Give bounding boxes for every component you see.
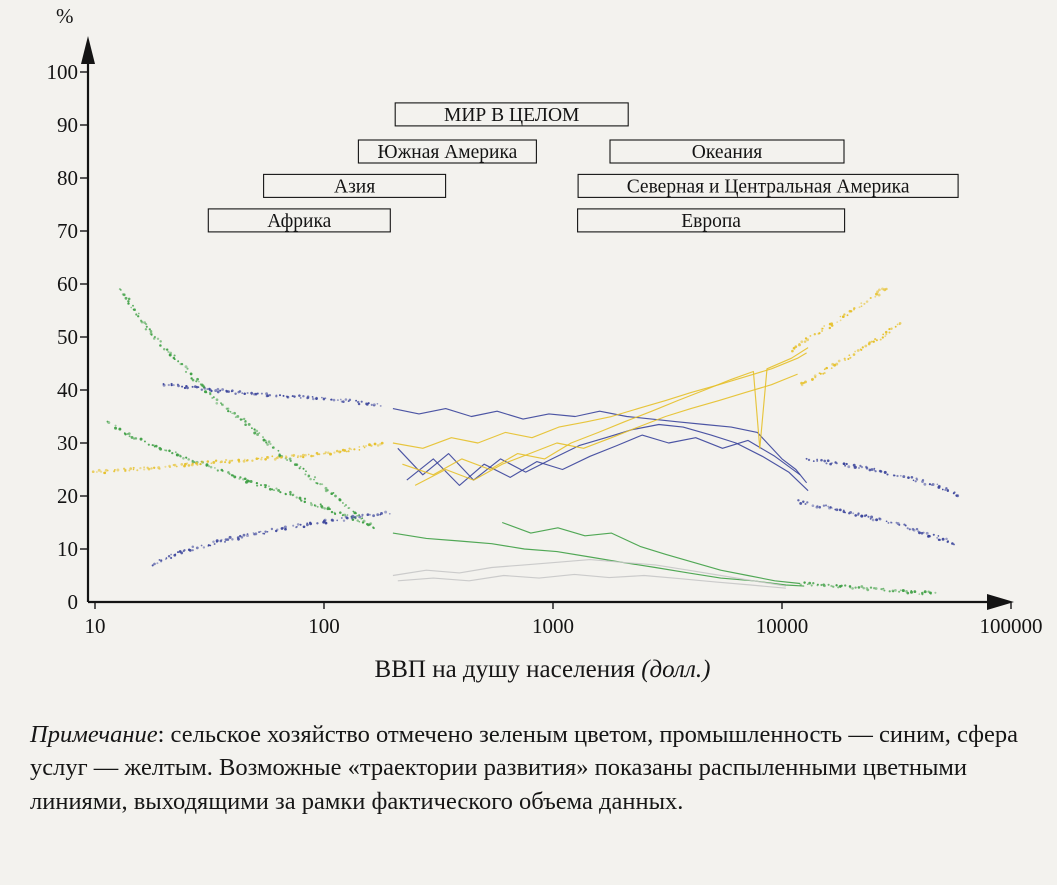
x-tick-label: 10000 [756,614,809,638]
region-label-europe: Европа [577,208,846,233]
x-tick-label: 10 [85,614,106,638]
y-axis-unit-label: % [56,4,74,28]
series-mid-industry-world [392,408,808,484]
series-left-services [91,441,384,475]
svg-text:Африка: Африка [267,211,331,232]
y-tick-label: 70 [57,219,78,243]
x-axis-arrow [987,594,1014,610]
series-mid-services-c [414,373,798,486]
x-axis-title-text: ВВП на душу населения [374,656,635,683]
y-tick-label: 10 [57,537,78,561]
series-mid-other-b [397,573,786,589]
x-tick-label: 1000 [532,614,574,638]
note-lead: Примечание [30,721,158,748]
y-tick-label: 40 [57,378,78,402]
series-right-services-high [791,287,888,353]
series-mid-agriculture-b [502,521,801,585]
series-left-agriculture-low [106,420,373,527]
svg-text:Азия: Азия [334,176,375,197]
y-tick-label: 20 [57,484,78,508]
y-tick-label: 80 [57,166,78,190]
series-left-agriculture-steep [118,288,375,530]
svg-text:Океания: Океания [692,142,762,163]
tick-marks [80,71,1012,609]
x-tick-label: 100 [308,614,340,638]
series-mid-industry-b [397,423,809,492]
svg-text:Северная и Центральная Америка: Северная и Центральная Америка [627,176,910,197]
y-axis-arrow [81,36,95,64]
y-tick-label: 50 [57,325,78,349]
region-label-north-central-america: Северная и Центральная Америка [577,173,959,198]
region-label-asia: Азия [263,173,447,198]
region-label-south-america: Южная Америка [357,139,537,164]
series-left-industry-high [162,382,382,407]
series-right-agriculture [799,581,937,596]
series-mid-agriculture-a [392,532,805,587]
series-right-services-low [800,321,902,387]
y-tick-label: 0 [68,590,79,614]
x-axis-title: ВВП на душу населения (долл.) [14,656,1057,684]
svg-text:МИР В ЦЕЛОМ: МИР В ЦЕЛОМ [444,105,579,126]
y-tick-label: 90 [57,113,78,137]
note-paragraph: Примечание: сельское хозяйство отмечено … [30,718,1032,818]
region-label-africa: Африка [207,208,391,233]
series-mid-other-a [392,559,786,587]
y-tick-label: 100 [47,60,79,84]
svg-text:Европа: Европа [681,211,741,232]
y-tick-label: 30 [57,431,78,455]
series-mid-services-b [402,347,809,476]
x-axis-title-unit: (долл.) [641,656,711,683]
region-label-world: МИР В ЦЕЛОМ [394,102,629,127]
svg-text:Южная Америка: Южная Америка [378,142,518,163]
series-right-industry-high [805,457,960,498]
region-label-oceania: Океания [609,139,845,164]
series-mid-services-world [392,352,807,449]
series-mid-industry-c [406,434,801,486]
y-tick-label: 60 [57,272,78,296]
x-tick-label: 100000 [980,614,1043,638]
axes [81,36,1014,610]
series-right-industry-low [797,499,955,546]
series-left-industry-rising [151,510,391,567]
note-body: : сельское хозяйство отмечено зеленым цв… [30,721,1018,815]
